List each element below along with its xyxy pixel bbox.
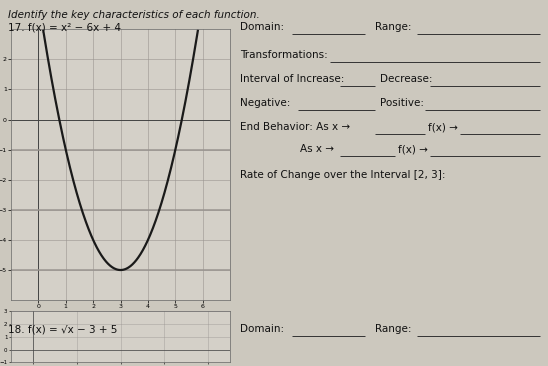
- Text: As x →: As x →: [300, 144, 334, 154]
- Text: Rate of Change over the Interval [2, 3]:: Rate of Change over the Interval [2, 3]:: [240, 170, 446, 180]
- Text: Interval of Increase:: Interval of Increase:: [240, 74, 344, 84]
- Text: Range:: Range:: [375, 22, 412, 32]
- Text: Positive:: Positive:: [380, 98, 424, 108]
- Text: Transformations:: Transformations:: [240, 50, 328, 60]
- Text: Negative:: Negative:: [240, 98, 290, 108]
- Text: Range:: Range:: [375, 324, 412, 334]
- Text: 18. f(x) = √x − 3 + 5: 18. f(x) = √x − 3 + 5: [8, 324, 117, 334]
- Text: f(x) →: f(x) →: [398, 144, 428, 154]
- Text: Domain:: Domain:: [240, 22, 284, 32]
- Text: Domain:: Domain:: [240, 324, 284, 334]
- Text: End Behavior: As x →: End Behavior: As x →: [240, 122, 350, 132]
- Text: Identify the key characteristics of each function.: Identify the key characteristics of each…: [8, 10, 260, 20]
- Text: f(x) →: f(x) →: [428, 122, 458, 132]
- Text: 17. f(x) = x² − 6x + 4: 17. f(x) = x² − 6x + 4: [8, 22, 121, 32]
- Text: Decrease:: Decrease:: [380, 74, 432, 84]
